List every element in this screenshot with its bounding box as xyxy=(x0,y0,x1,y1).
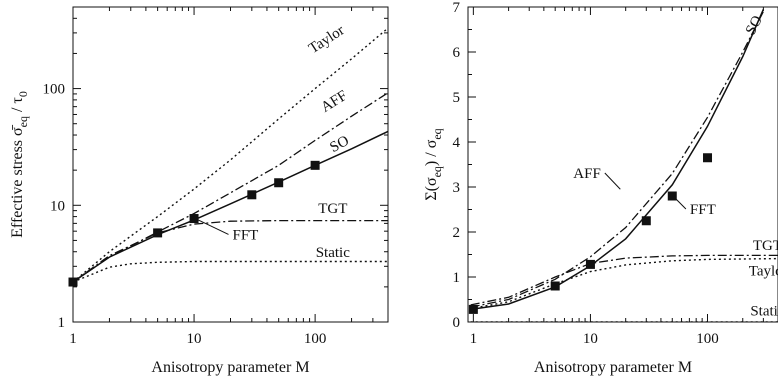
fft-marker xyxy=(468,304,478,314)
series-line-tgt xyxy=(470,254,778,306)
y-tick-label: 1 xyxy=(453,270,461,286)
chart-panel-1: 1 10 100 1 10 100 Anisotropy parameter M Effect… xyxy=(9,6,389,376)
fft-marker xyxy=(641,216,651,226)
y-tick-label: 5 xyxy=(453,90,461,106)
curve-label-fft: FFT xyxy=(233,227,259,243)
curve-label-taylor: Taylor xyxy=(306,22,347,57)
y-tick-label: 7 xyxy=(453,0,461,16)
curve-label-static: Static xyxy=(750,303,778,319)
curve-label-taylor: Taylor xyxy=(749,264,778,280)
x-tick-label: 100 xyxy=(696,331,719,347)
fft-marker xyxy=(703,153,713,163)
series-line-taylor xyxy=(73,27,388,283)
x-tick-label: 10 xyxy=(187,331,202,347)
curve-label-static: Static xyxy=(316,245,351,261)
fft-marker xyxy=(153,228,163,238)
series-line-so xyxy=(470,8,765,311)
x-axis-label: Anisotropy parameter M xyxy=(151,359,309,376)
series-group xyxy=(73,27,388,283)
fft-marker xyxy=(550,281,560,291)
plot-frame xyxy=(72,6,389,323)
x-tick-label: 10 xyxy=(583,331,598,347)
fft-marker xyxy=(68,277,78,287)
y-tick-label: 1 xyxy=(58,315,66,331)
x-tick-label: 1 xyxy=(470,331,478,347)
curve-label-so: SO xyxy=(743,13,766,38)
fft-marker xyxy=(310,160,320,170)
y-tick-label: 6 xyxy=(453,45,461,61)
y-axis-label: Effective stress σ̄eq / τ0 xyxy=(9,91,30,238)
plot-frame xyxy=(467,6,778,323)
fft-marker xyxy=(247,190,257,200)
y-tick-label: 2 xyxy=(453,225,461,241)
series-group xyxy=(470,8,778,322)
series-line-so xyxy=(73,130,388,283)
y-tick-label: 4 xyxy=(453,135,461,151)
annotation-leader-line xyxy=(196,218,229,235)
x-tick-label: 100 xyxy=(304,331,327,347)
y-tick-label: 0 xyxy=(453,315,461,331)
x-axis-label: Anisotropy parameter M xyxy=(534,359,692,376)
fft-marker xyxy=(274,178,284,188)
x-tick-label: 1 xyxy=(69,331,77,347)
series-line-aff xyxy=(470,11,764,308)
curve-label-aff: AFF xyxy=(318,88,350,116)
curve-label-tgt: TGT xyxy=(753,238,778,254)
curve-label-aff: AFF xyxy=(573,166,601,182)
fft-marker xyxy=(585,259,595,269)
curve-label-tgt: TGT xyxy=(318,201,347,217)
series-line-static xyxy=(73,260,388,283)
fft-marker xyxy=(189,214,199,224)
y-tick-label: 100 xyxy=(43,82,66,98)
annotation-leader-line xyxy=(604,172,621,190)
annotation-leader-line xyxy=(674,197,687,210)
series-line-aff xyxy=(73,92,388,283)
curve-label-fft: FFT xyxy=(690,202,716,218)
y-tick-label: 3 xyxy=(453,180,461,196)
series-line-tgt xyxy=(73,219,388,283)
y-axis-label: Σ(σeq) / σeq xyxy=(423,128,444,200)
series-line-taylor xyxy=(470,257,778,310)
y-tick-label: 10 xyxy=(50,198,65,214)
fft-marker xyxy=(667,191,677,201)
curve-label-so: SO xyxy=(327,133,352,156)
